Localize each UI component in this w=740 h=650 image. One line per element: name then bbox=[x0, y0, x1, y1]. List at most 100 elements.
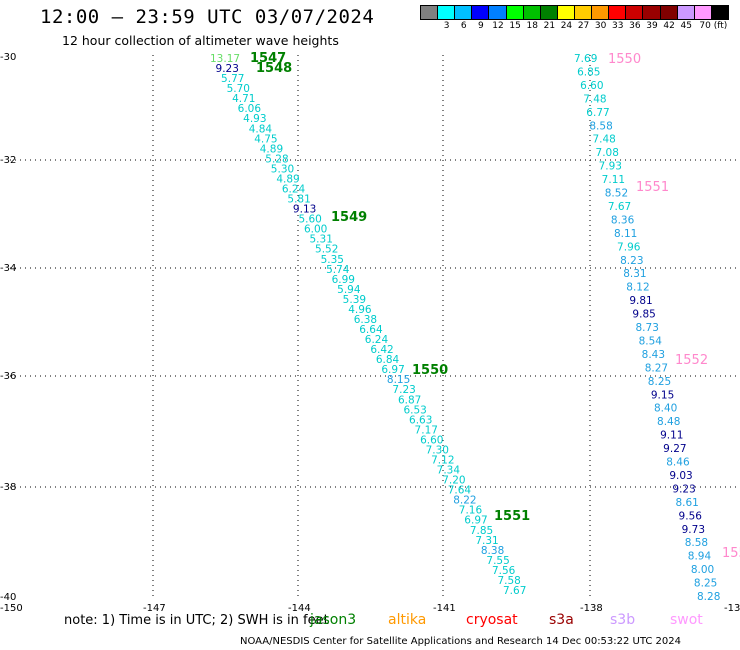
wave-height-label: 7.67 bbox=[608, 201, 631, 213]
wave-height-label: 4.89 bbox=[260, 143, 283, 155]
wave-height-label: 7.12 bbox=[431, 455, 454, 467]
wave-height-label: 6.60 bbox=[580, 80, 603, 92]
lon-tick-label: -138 bbox=[580, 603, 603, 614]
lon-tick-label: -141 bbox=[433, 603, 456, 614]
colorbar-label: 6 bbox=[460, 21, 467, 31]
colorbar-label: 12 bbox=[492, 21, 504, 31]
wave-height-label: 8.27 bbox=[645, 362, 668, 374]
wave-height-label: 7.58 bbox=[497, 575, 520, 587]
wave-height-label: 8.46 bbox=[666, 457, 690, 469]
wave-height-label: 8.94 bbox=[688, 551, 712, 563]
lat-tick-label: -38 bbox=[0, 482, 16, 493]
colorbar-label: 39 bbox=[646, 21, 658, 31]
wave-height-label: 7.64 bbox=[448, 485, 472, 497]
wave-height-label: 8.48 bbox=[657, 416, 680, 428]
wave-height-label: 6.42 bbox=[370, 344, 393, 356]
orbit-time-mark: 1550 bbox=[608, 52, 641, 67]
colorbar-label: 36 bbox=[629, 21, 641, 31]
lat-tick-label: -40 bbox=[0, 592, 16, 603]
colorbar-label: 30 bbox=[594, 21, 607, 31]
orbit-time-mark: 1548 bbox=[256, 61, 292, 76]
wave-height-label: 6.38 bbox=[354, 314, 377, 326]
satellite-legend-item: altika bbox=[388, 612, 427, 628]
satellite-legend-item: jason3 bbox=[310, 612, 357, 628]
wave-height-label: 6.53 bbox=[403, 404, 426, 416]
wave-height-label: 8.28 bbox=[697, 591, 720, 603]
wave-height-label: 9.85 bbox=[632, 309, 655, 321]
wave-height-label: 6.64 bbox=[359, 324, 383, 336]
wave-height-label: 6.24 bbox=[282, 183, 306, 195]
colorbar-label: 27 bbox=[577, 21, 590, 31]
wave-height-label: 5.70 bbox=[227, 83, 250, 95]
wave-height-label: 5.52 bbox=[315, 244, 338, 256]
wave-height-label: 5.81 bbox=[287, 194, 310, 206]
wave-height-label: 9.23 bbox=[216, 63, 239, 75]
lat-tick-label: -30 bbox=[0, 52, 16, 63]
wave-height-label: 8.61 bbox=[675, 497, 698, 509]
colorbar-label: 21 bbox=[543, 21, 556, 31]
footer-note: note: 1) Time is in UTC; 2) SWH is in fe… bbox=[64, 613, 329, 628]
wave-height-label: 7.85 bbox=[470, 525, 493, 537]
wave-height-label: 8.58 bbox=[685, 537, 708, 549]
latitude-ticks: -30 -32 -34 -36 -38 -40 bbox=[0, 52, 16, 603]
wave-height-label: 5.31 bbox=[310, 234, 333, 246]
longitude-ticks: -150 -147 -144 -141 -138 -135 bbox=[0, 603, 740, 614]
orbit-time-mark: 1552 bbox=[675, 353, 708, 368]
wave-height-label: 7.48 bbox=[583, 93, 606, 105]
jason3-track-labels: 13.179.235.775.704.716.064.934.844.754.8… bbox=[210, 53, 526, 597]
wave-height-label: 8.52 bbox=[605, 188, 628, 200]
wave-height-label: 8.25 bbox=[694, 578, 717, 590]
orbit-time-mark: 1550 bbox=[412, 363, 448, 378]
colorbar-label: 3 bbox=[443, 21, 450, 31]
wave-height-label: 7.56 bbox=[492, 565, 516, 577]
wave-height-label: 6.06 bbox=[238, 103, 262, 115]
orbit-time-mark: 1551 bbox=[636, 180, 669, 195]
colorbar-label: 24 bbox=[560, 21, 573, 31]
wave-height-label: 8.25 bbox=[648, 376, 671, 388]
wave-height-label: 9.73 bbox=[682, 524, 705, 536]
wave-height-label: 4.84 bbox=[249, 123, 273, 135]
orbit-time-mark: 1549 bbox=[331, 210, 367, 225]
satellite-legend-item: s3a bbox=[549, 612, 574, 628]
wave-height-label: 7.67 bbox=[503, 585, 526, 597]
orbit-time-mark: 1551 bbox=[494, 509, 530, 524]
satellite-legend-item: swot bbox=[670, 612, 703, 628]
swot-track-labels: 7.696.856.607.486.778.587.487.087.937.11… bbox=[574, 53, 720, 603]
wave-height-label: 13.17 bbox=[210, 53, 240, 65]
wave-height-label: 8.54 bbox=[639, 335, 663, 347]
lon-tick-label: -150 bbox=[0, 603, 23, 614]
wave-height-label: 7.96 bbox=[617, 241, 641, 253]
wave-height-label: 9.27 bbox=[663, 443, 686, 455]
wave-height-label: 5.60 bbox=[298, 214, 321, 226]
wave-height-label: 6.84 bbox=[376, 354, 400, 366]
wave-height-colorbar bbox=[420, 5, 729, 20]
wave-height-label: 8.38 bbox=[481, 545, 504, 557]
satellite-legend-item: cryosat bbox=[466, 612, 518, 628]
wave-height-label: 6.85 bbox=[577, 66, 600, 78]
map-grid bbox=[10, 55, 740, 600]
wave-height-label: 6.00 bbox=[304, 224, 327, 236]
wave-height-label: 8.36 bbox=[611, 214, 635, 226]
wave-height-label: 8.43 bbox=[642, 349, 665, 361]
wave-height-label: 7.20 bbox=[442, 475, 465, 487]
wave-height-label: 6.63 bbox=[409, 414, 432, 426]
wave-height-label: 7.34 bbox=[437, 465, 461, 477]
colorbar-label: 33 bbox=[612, 21, 624, 31]
wave-height-label: 6.60 bbox=[420, 434, 443, 446]
orbit-time-mark: 1547 bbox=[250, 51, 286, 66]
wave-height-label: 4.93 bbox=[243, 113, 266, 125]
wave-height-label: 8.22 bbox=[453, 495, 476, 507]
wave-height-label: 6.87 bbox=[398, 394, 421, 406]
wave-height-label: 5.39 bbox=[343, 294, 366, 306]
wave-height-label: 5.77 bbox=[221, 73, 244, 85]
colorbar-label: 18 bbox=[526, 21, 538, 31]
wave-height-label: 9.81 bbox=[629, 295, 652, 307]
colorbar-swatch bbox=[710, 5, 729, 20]
colorbar-label: 15 bbox=[509, 21, 521, 31]
colorbar-label: 9 bbox=[478, 21, 484, 31]
wave-height-label: 8.58 bbox=[589, 120, 612, 132]
wave-height-label: 7.55 bbox=[486, 555, 509, 567]
